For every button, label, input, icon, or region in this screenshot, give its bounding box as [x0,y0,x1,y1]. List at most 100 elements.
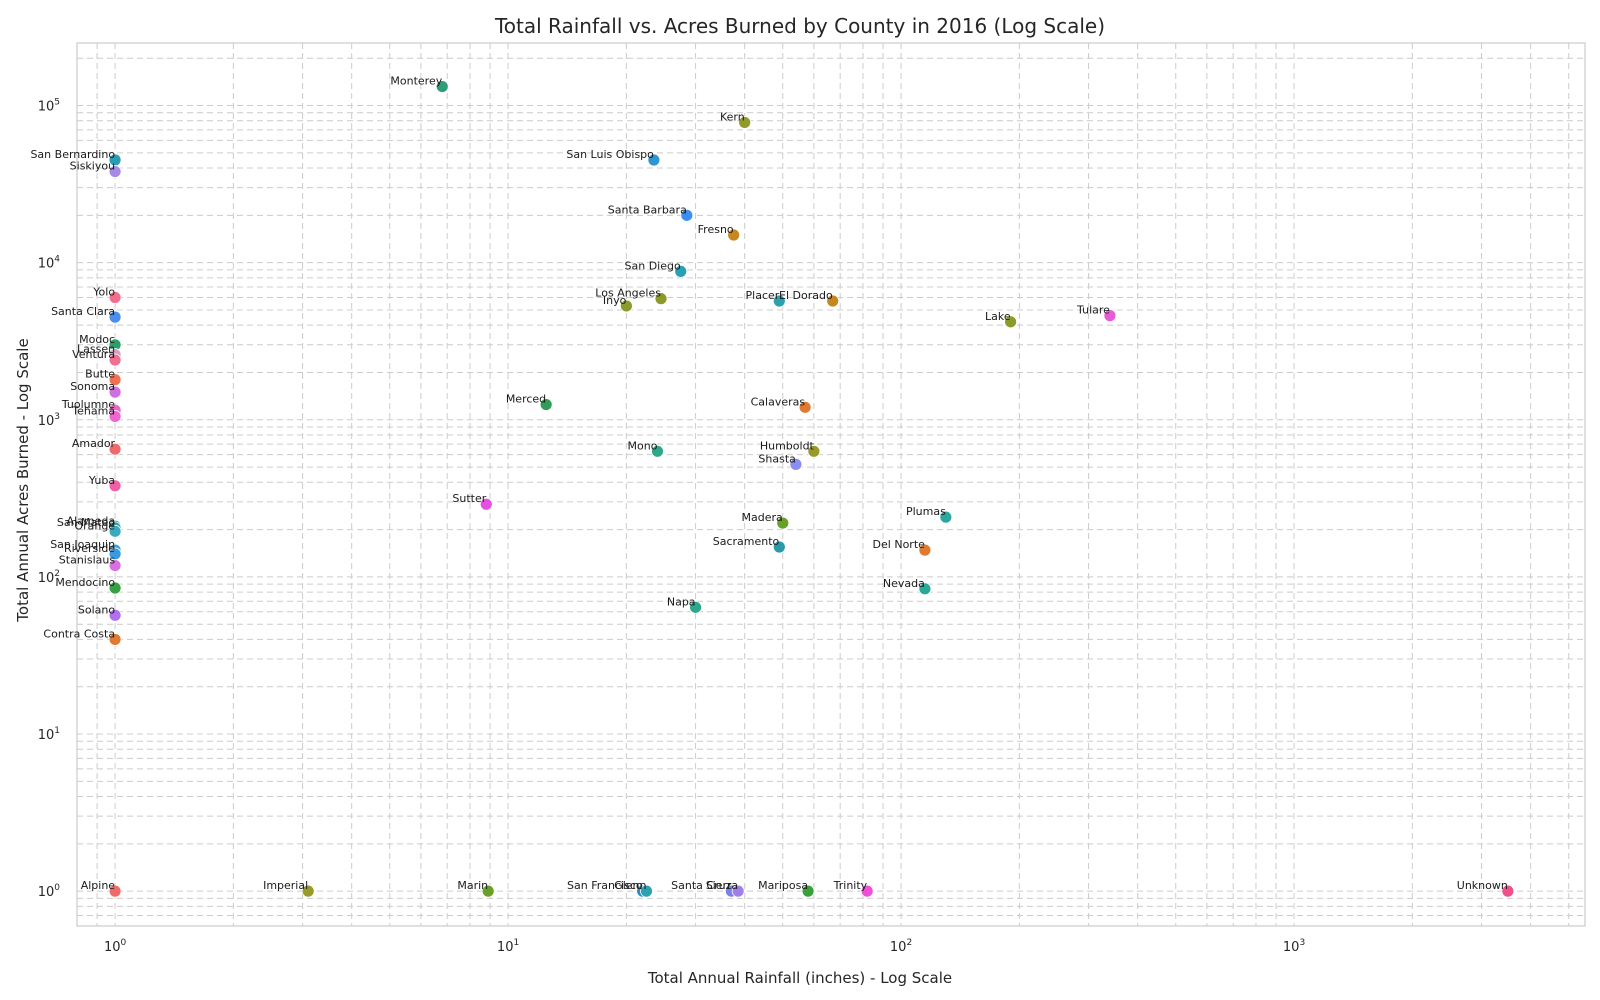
data-point-label: San Mateo [57,516,116,529]
data-point-label: Orange [74,519,115,532]
data-point-label: San Bernardino [30,148,115,161]
data-point [108,165,122,178]
data-point [108,373,122,387]
data-point [108,633,122,646]
x-axis-label: Total Annual Rainfall (inches) - Log Sca… [647,969,952,987]
data-point [772,540,786,554]
data-point-label: Sonoma [70,380,115,393]
data-point-label: Shasta [758,452,795,465]
data-point-label: San Diego [625,259,681,272]
data-point [108,884,122,898]
data-point-label: Yolo [92,286,115,299]
data-point-label: Sutter [452,492,486,505]
data-point [772,294,786,308]
data-point-label: Humboldt [760,439,815,452]
data-point-label: San Joaquin [50,538,115,551]
data-point-label: Madera [742,511,783,524]
x-tick-label: 101 [497,938,519,955]
data-point-label: Marin [457,879,488,892]
data-point-label: Merced [506,393,546,406]
data-point [108,524,122,538]
data-point-label: Mendocino [55,576,115,589]
data-point-label: Glenn [614,879,646,892]
data-point [1004,315,1018,329]
data-point [539,398,553,411]
data-point-label: Sierra [706,879,738,892]
data-point [108,385,122,399]
data-point [647,153,661,167]
data-point-label: Siskiyou [70,160,115,173]
data-point [918,543,932,557]
x-tick-label: 103 [1283,938,1305,955]
data-point [789,457,803,471]
data-point [860,884,874,898]
data-point-label: Monterey [390,75,442,88]
data-point [674,264,688,278]
data-point [776,516,790,530]
y-tick-label: 103 [38,412,60,429]
data-point [108,581,122,595]
data-point-label: Alameda [67,514,116,527]
data-point-label: Kern [720,110,745,123]
data-point [108,310,122,324]
data-point-label: Calaveras [751,395,806,408]
data-point-label: El Dorado [779,289,833,302]
data-point-label: San Francisco [567,879,643,892]
data-point [108,353,122,367]
data-point [108,559,122,573]
data-point-label: Unknown [1457,879,1508,892]
data-point-label: Lake [985,310,1011,323]
data-point [654,292,668,306]
data-point-label: Placer [746,289,780,302]
data-point [731,884,745,898]
data-point [619,299,633,313]
data-point [798,400,812,414]
data-point-label: Mariposa [758,879,808,892]
data-point-label: Imperial [263,879,308,892]
data-point [738,116,752,129]
y-tick-label: 104 [38,255,61,272]
x-tick-label: 102 [890,938,912,955]
x-tick-label: 100 [104,938,127,955]
data-point-label: Ventura [72,348,115,361]
plot-frame [76,42,1586,927]
data-point [651,444,664,458]
data-point [680,208,694,222]
data-point-label: Tehama [71,404,115,417]
data-point-label: Solano [78,603,115,616]
data-point-label: Tuolumne [61,398,115,411]
data-point [481,884,495,898]
data-point-label: San Luis Obispo [566,148,654,161]
data-point [727,228,741,242]
chart-title: Total Rainfall vs. Acres Burned by Count… [494,14,1105,38]
data-point [918,582,932,596]
data-point [689,600,702,614]
data-point-label: Napa [667,595,696,608]
data-point [108,410,122,423]
grid-lines [76,43,1585,927]
data-point-label: Nevada [883,577,925,590]
data-point [807,444,821,458]
data-point-label: Santa Clara [51,305,115,318]
data-point [479,497,493,511]
data-point-label: Tulare [1076,304,1110,317]
data-point-label: Trinity [833,879,868,892]
data-point [801,884,815,898]
data-point-label: Fresno [698,223,734,236]
data-point [826,294,840,308]
data-point [301,884,315,898]
data-point [435,80,449,93]
data-point-label: Riverside [64,542,115,555]
data-points [108,80,1515,898]
data-point-label: Mono [628,439,658,452]
data-point [1103,309,1117,323]
y-axis-label: Total Annual Acres Burned - Log Scale [14,338,32,622]
data-point-label: Santa Cruz [671,879,731,892]
data-point-label: Lassen [77,343,115,356]
data-point-label: Alpine [81,879,116,892]
data-point-label: Contra Costa [43,627,115,640]
data-point [640,884,653,898]
data-point-label: Yuba [88,474,115,487]
data-point [108,442,122,456]
